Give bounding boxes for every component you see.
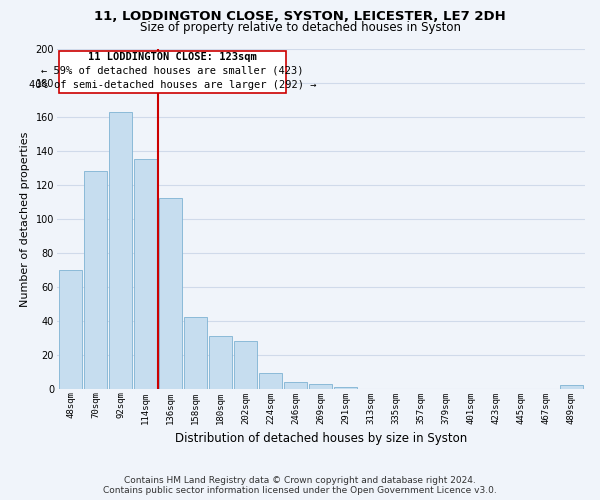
Bar xyxy=(284,382,307,388)
Y-axis label: Number of detached properties: Number of detached properties xyxy=(20,131,30,306)
Text: 11 LODDINGTON CLOSE: 123sqm: 11 LODDINGTON CLOSE: 123sqm xyxy=(88,52,257,62)
Bar xyxy=(134,160,157,388)
Bar xyxy=(59,270,82,388)
Text: ← 59% of detached houses are smaller (423): ← 59% of detached houses are smaller (42… xyxy=(41,66,304,76)
X-axis label: Distribution of detached houses by size in Syston: Distribution of detached houses by size … xyxy=(175,432,467,445)
Bar xyxy=(235,341,257,388)
Bar xyxy=(84,172,107,388)
Text: Contains HM Land Registry data © Crown copyright and database right 2024.
Contai: Contains HM Land Registry data © Crown c… xyxy=(103,476,497,495)
Text: Size of property relative to detached houses in Syston: Size of property relative to detached ho… xyxy=(139,21,461,34)
Bar xyxy=(209,336,232,388)
Bar xyxy=(159,198,182,388)
FancyBboxPatch shape xyxy=(59,50,286,93)
Bar xyxy=(109,112,132,388)
Bar xyxy=(334,387,358,388)
Bar xyxy=(259,374,283,388)
Text: 40% of semi-detached houses are larger (292) →: 40% of semi-detached houses are larger (… xyxy=(29,80,316,90)
Bar xyxy=(560,385,583,388)
Bar xyxy=(184,318,207,388)
Text: 11, LODDINGTON CLOSE, SYSTON, LEICESTER, LE7 2DH: 11, LODDINGTON CLOSE, SYSTON, LEICESTER,… xyxy=(94,10,506,23)
Bar xyxy=(310,384,332,388)
